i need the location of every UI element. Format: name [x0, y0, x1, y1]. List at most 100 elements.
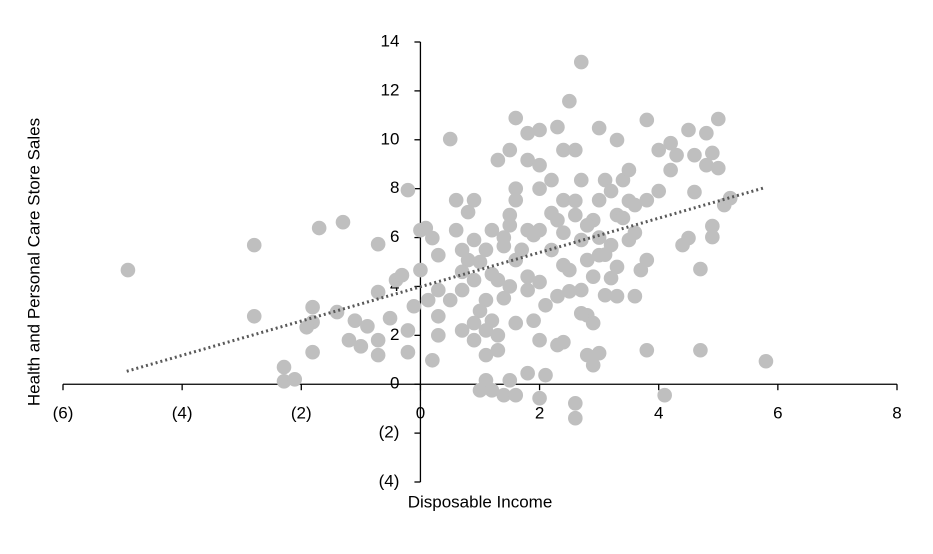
point [484, 383, 500, 398]
point [609, 288, 625, 304]
point [639, 192, 655, 208]
point [526, 313, 541, 328]
x-tick-label: (2) [291, 404, 312, 423]
point [508, 315, 524, 331]
point [276, 359, 292, 375]
y-tick-label: 2 [390, 325, 399, 344]
point [466, 332, 482, 348]
point [305, 299, 320, 315]
point [556, 192, 571, 208]
x-axis-label: Disposable Income [408, 492, 553, 511]
point [526, 227, 541, 243]
point [490, 342, 506, 358]
point [520, 282, 535, 298]
point [460, 252, 476, 268]
point [562, 262, 577, 278]
trendline [126, 186, 764, 373]
point [573, 282, 589, 298]
point [370, 284, 386, 300]
point [442, 292, 458, 308]
point [472, 303, 488, 319]
point [246, 308, 262, 324]
point [627, 225, 643, 240]
point [687, 147, 702, 163]
point [544, 205, 559, 221]
point [454, 323, 470, 338]
point [693, 261, 708, 277]
point [514, 242, 529, 258]
point [448, 192, 464, 208]
point [573, 54, 589, 70]
point [347, 313, 363, 328]
y-tick-label: 12 [381, 80, 400, 99]
point [532, 274, 547, 290]
point [693, 342, 708, 358]
x-tick-label: 8 [892, 404, 901, 423]
point [544, 172, 559, 188]
point [287, 372, 303, 387]
point [705, 145, 720, 161]
point [311, 220, 327, 236]
point [472, 254, 488, 270]
point [532, 122, 547, 138]
point [360, 318, 375, 334]
point [663, 135, 678, 151]
point [657, 387, 672, 403]
point [448, 222, 464, 238]
point [394, 267, 410, 283]
point [466, 272, 482, 288]
point [609, 259, 625, 275]
point [579, 218, 595, 233]
point [758, 353, 774, 369]
point [484, 222, 500, 238]
point [538, 367, 553, 383]
point [246, 237, 262, 253]
point [382, 310, 398, 326]
point [400, 182, 416, 198]
point [335, 214, 351, 230]
point [466, 192, 482, 208]
point [573, 232, 589, 248]
y-tick-label: 0 [390, 374, 399, 393]
point [454, 264, 470, 280]
point [442, 131, 458, 147]
y-tick-label: 8 [390, 178, 399, 197]
point [431, 328, 446, 343]
point [568, 207, 583, 223]
point [496, 230, 512, 245]
point [508, 181, 524, 196]
point [520, 269, 535, 284]
point [478, 242, 494, 258]
point [663, 162, 678, 178]
point [305, 344, 320, 360]
x-tick-label: (4) [172, 404, 193, 423]
point [502, 207, 518, 223]
point [585, 315, 601, 331]
y-tick-label: 10 [381, 129, 400, 148]
point [370, 347, 386, 363]
point [722, 190, 738, 206]
point [621, 162, 637, 178]
point [603, 183, 619, 199]
point [597, 287, 613, 303]
point [556, 225, 571, 240]
point [460, 204, 476, 220]
point [699, 157, 714, 173]
point [431, 282, 446, 298]
y-tick-label: (2) [379, 423, 400, 442]
point [705, 229, 720, 245]
y-tick-label: (4) [379, 471, 400, 490]
point [627, 288, 643, 304]
point [466, 232, 482, 248]
point [651, 183, 667, 199]
point [508, 192, 524, 208]
point [603, 270, 619, 286]
point [639, 342, 655, 358]
y-axis-label: Health and Personal Care Store Sales [24, 118, 43, 406]
point [615, 210, 631, 226]
point [562, 284, 577, 299]
point [532, 332, 547, 348]
point [431, 308, 446, 324]
x-tick-label: 0 [416, 404, 425, 423]
